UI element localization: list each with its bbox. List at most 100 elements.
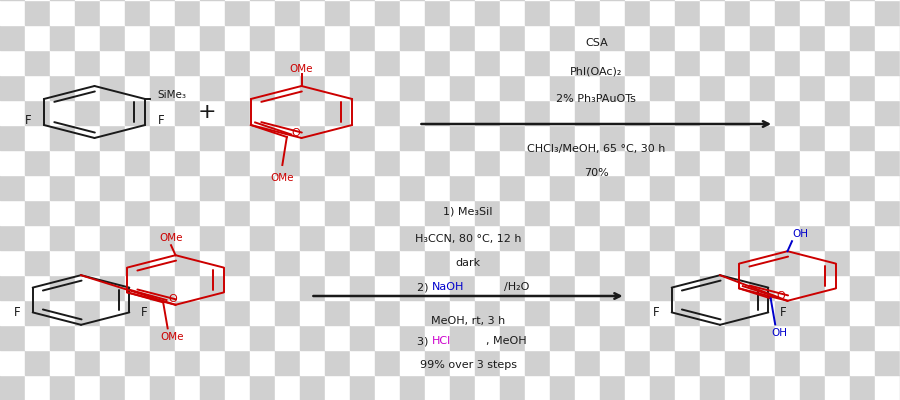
Bar <box>0 275 25 300</box>
Bar <box>725 300 750 325</box>
Bar <box>600 125 625 150</box>
Bar <box>0 125 25 150</box>
Bar <box>325 325 350 350</box>
Bar <box>725 25 750 50</box>
Bar <box>450 200 475 225</box>
Bar <box>350 275 375 300</box>
Bar <box>550 275 575 300</box>
Bar <box>225 125 250 150</box>
Bar <box>675 375 700 400</box>
Bar <box>125 100 150 125</box>
Bar <box>250 25 275 50</box>
Bar <box>525 75 550 100</box>
Bar <box>100 75 125 100</box>
Bar <box>100 25 125 50</box>
Bar <box>500 50 525 75</box>
Bar <box>550 200 575 225</box>
Bar <box>425 300 450 325</box>
Bar <box>700 375 725 400</box>
Bar <box>125 75 150 100</box>
Bar <box>200 175 225 200</box>
Bar <box>50 325 75 350</box>
Bar <box>375 75 400 100</box>
Bar <box>150 175 175 200</box>
Bar <box>100 100 125 125</box>
Bar <box>225 250 250 275</box>
Bar <box>700 150 725 175</box>
Bar <box>225 75 250 100</box>
Bar <box>550 100 575 125</box>
Bar <box>250 325 275 350</box>
Text: OMe: OMe <box>160 332 184 342</box>
Text: 1) Me₃SiI: 1) Me₃SiI <box>443 206 493 216</box>
Bar <box>800 175 825 200</box>
Bar <box>425 275 450 300</box>
Bar <box>625 75 650 100</box>
Bar <box>675 175 700 200</box>
Bar <box>600 175 625 200</box>
Bar <box>700 350 725 375</box>
Bar <box>625 250 650 275</box>
Bar <box>725 150 750 175</box>
Bar <box>175 225 200 250</box>
Bar <box>425 250 450 275</box>
Bar <box>150 100 175 125</box>
Bar <box>325 25 350 50</box>
Bar <box>800 200 825 225</box>
Bar <box>400 75 425 100</box>
Bar <box>425 325 450 350</box>
Bar <box>100 150 125 175</box>
Bar <box>875 325 900 350</box>
Bar <box>400 150 425 175</box>
Bar <box>175 300 200 325</box>
Bar <box>475 225 500 250</box>
Bar <box>600 350 625 375</box>
Bar <box>175 0 200 25</box>
Bar <box>525 175 550 200</box>
Bar <box>150 75 175 100</box>
Bar <box>300 350 325 375</box>
Bar <box>375 375 400 400</box>
Bar <box>450 50 475 75</box>
Bar <box>0 300 25 325</box>
Bar <box>750 150 775 175</box>
Bar <box>500 350 525 375</box>
Bar <box>825 250 850 275</box>
Bar <box>375 50 400 75</box>
Bar <box>800 0 825 25</box>
Bar <box>850 250 875 275</box>
Bar <box>550 175 575 200</box>
Bar <box>650 250 675 275</box>
Bar <box>525 150 550 175</box>
Bar <box>875 200 900 225</box>
Bar <box>125 125 150 150</box>
Bar <box>275 100 300 125</box>
Bar <box>475 100 500 125</box>
Bar <box>700 175 725 200</box>
Bar <box>425 150 450 175</box>
Bar <box>150 25 175 50</box>
Bar <box>575 325 600 350</box>
Bar <box>650 150 675 175</box>
Bar <box>600 50 625 75</box>
Bar <box>75 350 100 375</box>
Bar <box>250 150 275 175</box>
Bar <box>475 125 500 150</box>
Bar <box>350 350 375 375</box>
Bar <box>200 375 225 400</box>
Bar <box>500 300 525 325</box>
Bar <box>475 175 500 200</box>
Bar <box>250 125 275 150</box>
Bar <box>275 300 300 325</box>
Bar <box>700 300 725 325</box>
Bar <box>625 325 650 350</box>
Text: OMe: OMe <box>290 64 313 74</box>
Bar <box>750 275 775 300</box>
Text: OH: OH <box>792 229 808 239</box>
Bar <box>200 350 225 375</box>
Bar <box>450 325 475 350</box>
Bar <box>550 50 575 75</box>
Bar <box>125 325 150 350</box>
Bar <box>825 200 850 225</box>
Bar <box>500 75 525 100</box>
